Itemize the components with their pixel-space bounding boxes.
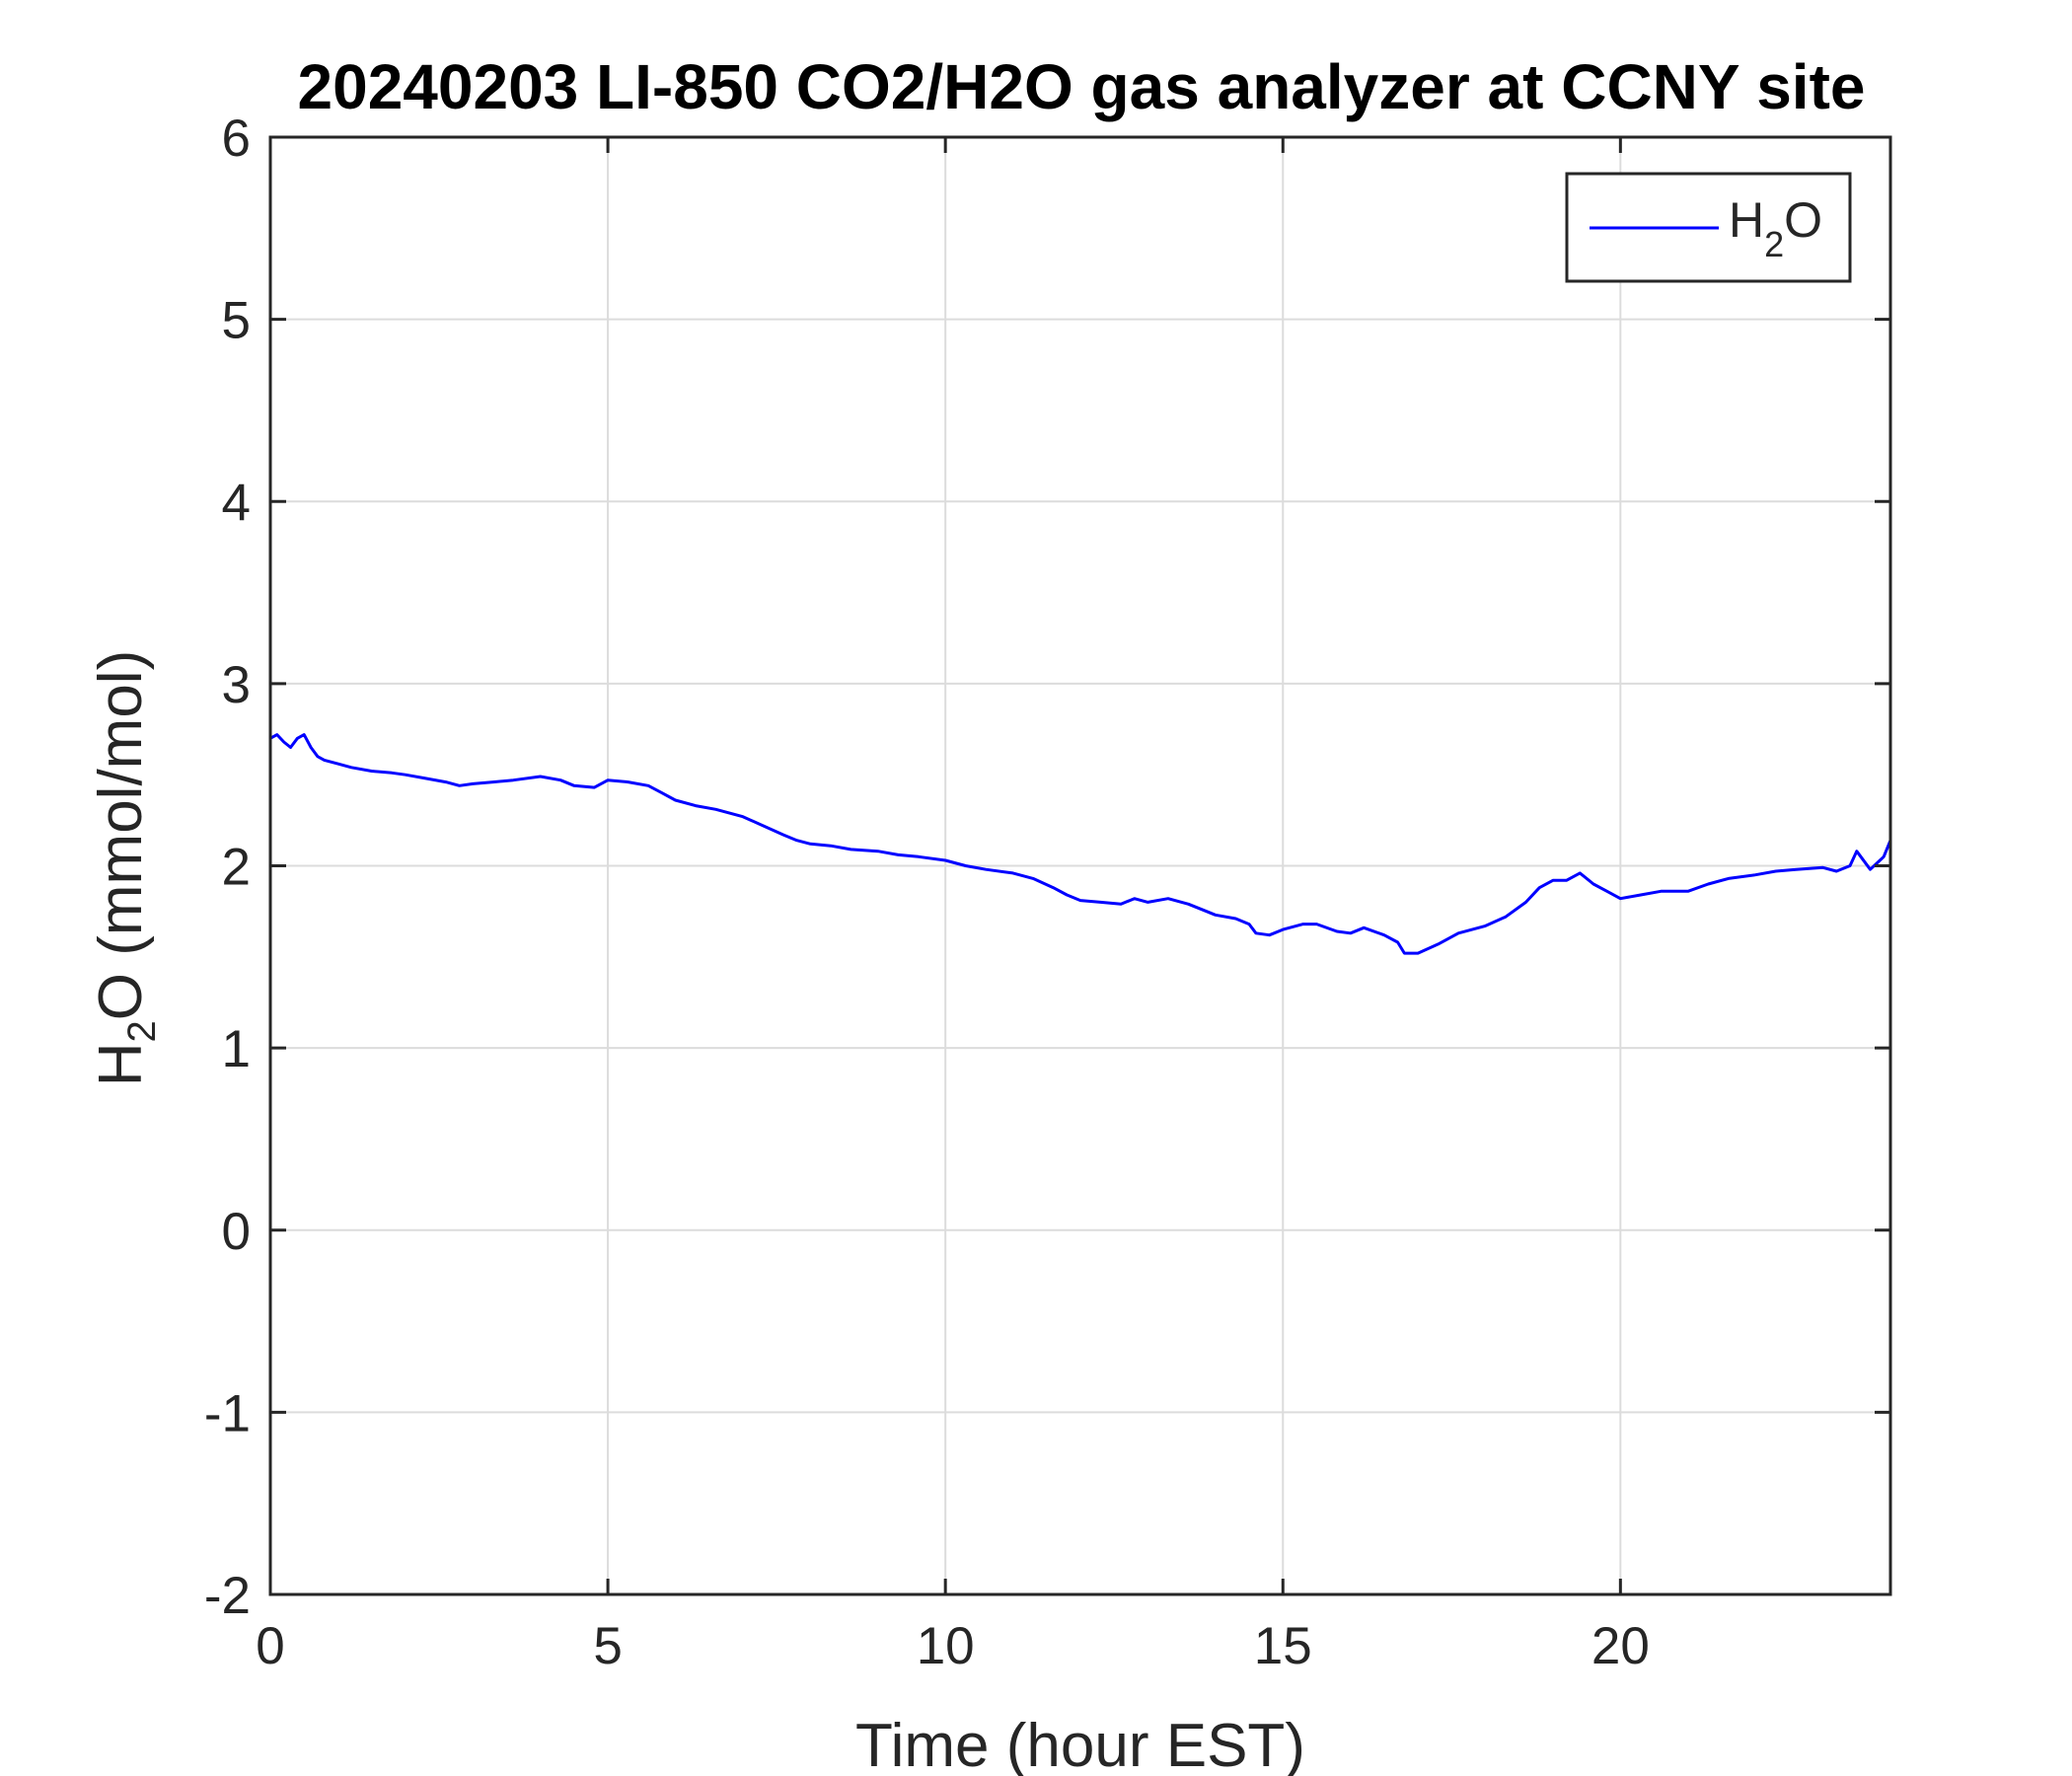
grid-lines — [270, 137, 1890, 1594]
chart-title: 20240203 LI-850 CO2/H2O gas analyzer at … — [298, 51, 1866, 122]
y-tick-label: 1 — [222, 1020, 251, 1078]
x-tick-label: 0 — [256, 1617, 284, 1675]
axis-ticks: 0 5 10 15 20 -2 -1 0 1 2 3 4 5 6 — [204, 110, 1890, 1675]
series-group — [269, 733, 1892, 955]
x-tick-label: 15 — [1254, 1617, 1312, 1675]
y-tick-label: 0 — [222, 1203, 251, 1261]
y-tick-label: 3 — [222, 656, 251, 714]
y-tick-label: 4 — [222, 474, 251, 532]
y-tick-label: -2 — [204, 1567, 251, 1625]
x-tick-label: 5 — [593, 1617, 622, 1675]
y-axis-label-subscript: 2 — [120, 1020, 164, 1042]
y-axis-label: H2O (mmol/mol) — [87, 650, 164, 1086]
legend-entry-subscript: 2 — [1764, 224, 1784, 264]
legend-entry-main: H — [1729, 192, 1764, 248]
x-axis-label: Time (hour EST) — [855, 1712, 1305, 1776]
y-tick-label: 6 — [222, 110, 251, 168]
y-tick-label: -1 — [204, 1384, 251, 1443]
legend: H2O — [1565, 172, 1852, 283]
series-line-h2o — [269, 733, 1892, 955]
y-axis-label-rest: O (mmol/mol) — [87, 650, 155, 1020]
legend-entry-h2o: H2O — [1729, 192, 1822, 264]
x-tick-label: 10 — [917, 1617, 975, 1675]
y-tick-label: 2 — [222, 839, 251, 897]
y-tick-label: 5 — [222, 292, 251, 350]
x-tick-label: 20 — [1591, 1617, 1650, 1675]
y-axis-label-main: H — [87, 1042, 155, 1086]
legend-entry-rest: O — [1784, 192, 1822, 248]
